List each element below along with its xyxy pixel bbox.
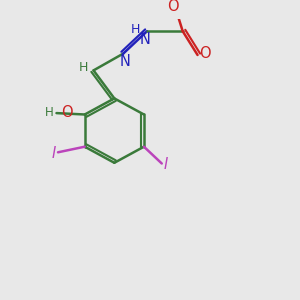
Text: N: N (140, 32, 151, 46)
Text: H: H (78, 61, 88, 74)
Text: I: I (164, 158, 168, 172)
Text: H: H (45, 106, 53, 119)
Text: O: O (167, 0, 179, 14)
Text: I: I (51, 146, 56, 161)
Text: O: O (61, 105, 73, 120)
Text: N: N (119, 54, 130, 69)
Text: O: O (199, 46, 211, 61)
Text: H: H (131, 23, 140, 36)
